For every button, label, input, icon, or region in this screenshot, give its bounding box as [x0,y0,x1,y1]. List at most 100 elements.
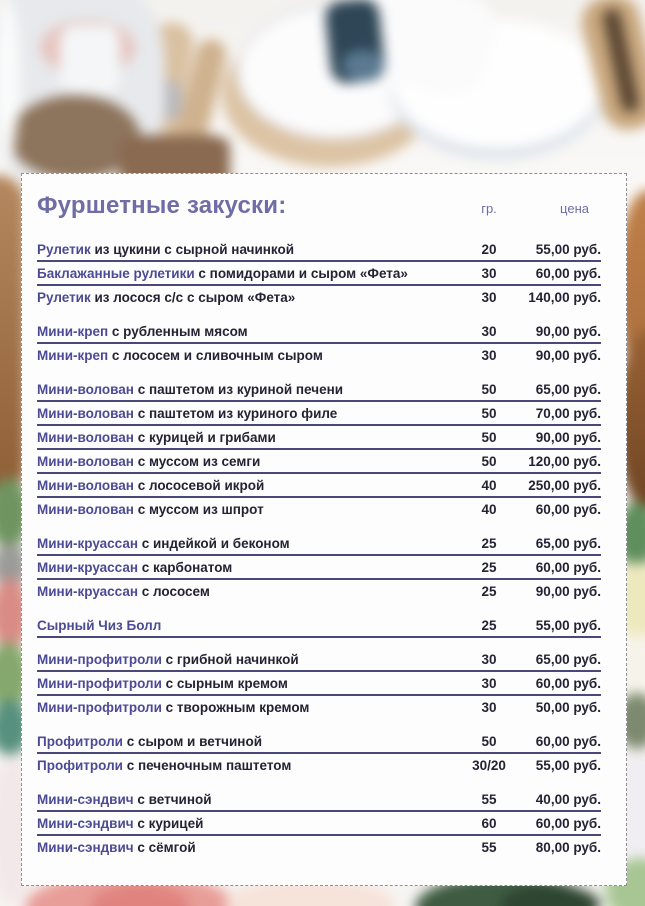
menu-item-row: Мини-круассан с индейкой и беконом 25 65… [37,532,601,556]
item-price: 250,00 руб. [528,477,601,493]
item-name: Сырный Чиз Болл [37,618,464,633]
item-name: Профитроли с сыром и ветчиной [37,734,464,749]
menu-item-row: Мини-сэндвич с ветчиной 55 40,00 руб. [37,788,601,812]
item-name: Мини-круассан с карбонатом [37,560,464,575]
item-price: 65,00 руб. [535,651,601,667]
item-qty: 25 [481,583,497,599]
item-price: 60,00 руб. [535,501,601,517]
menu-item-row: Профитроли с сыром и ветчиной 50 60,00 р… [37,730,601,754]
item-name-accent: Мини-волован [37,453,134,469]
item-name: Мини-сэндвич с сёмгой [37,840,464,855]
menu-item-row: Сырный Чиз Болл 25 55,00 руб. [37,614,601,638]
item-qty: 50 [481,381,497,397]
item-name: Профитроли с печеночным паштетом [37,758,464,773]
item-qty: 30 [481,323,497,339]
card-header: Фуршетные закуски: гр. цена [37,192,601,230]
menu-item-row: Мини-сэндвич с сёмгой 55 80,00 руб. [37,836,601,860]
item-name: Мини-круассан с индейкой и беконом [37,536,464,551]
item-price: 120,00 руб. [528,453,601,469]
item-name-accent: Мини-профитроли [37,675,162,691]
item-name: Мини-сэндвич с курицей [37,816,464,831]
item-name-accent: Мини-круассан [37,535,138,551]
menu-card: Фуршетные закуски: гр. цена Рулетик из ц… [21,173,627,886]
item-name-accent: Мини-сэндвич [37,815,134,831]
item-qty: 25 [481,617,497,633]
item-name-accent: Мини-профитроли [37,699,162,715]
item-name-accent: Мини-круассан [37,583,138,599]
item-name-accent: Сырный Чиз Болл [37,617,162,633]
item-price: 55,00 руб. [535,617,601,633]
item-name-accent: Рулетик [37,289,91,305]
item-price: 60,00 руб. [535,733,601,749]
item-name: Мини-круассан с лососем [37,584,464,599]
item-qty: 50 [481,733,497,749]
menu-item-row: Мини-круассан с карбонатом 25 60,00 руб. [37,556,601,580]
item-qty: 30 [481,675,497,691]
item-price: 60,00 руб. [535,675,601,691]
photo-navy-decor-light [342,50,384,80]
item-name-rest: с курицей [133,815,204,831]
menu-item-row: Мини-креп с рубленным мясом 30 90,00 руб… [37,320,601,344]
item-qty: 55 [481,791,497,807]
item-name-accent: Мини-волован [37,381,134,397]
menu-group: Мини-волован с паштетом из куриной печен… [37,378,601,522]
item-name: Рулетик из цукини с сырной начинкой [37,242,464,257]
menu-item-row: Профитроли с печеночным паштетом 30/20 5… [37,754,601,778]
item-name: Баклажанные рулетики с помидорами и сыро… [37,266,464,281]
item-qty: 25 [481,559,497,575]
menu-group: Мини-круассан с индейкой и беконом 25 65… [37,532,601,604]
item-price: 55,00 руб. [535,241,601,257]
item-name: Мини-волован с муссом из шпрот [37,502,464,517]
item-name-rest: с муссом из шпрот [133,501,264,517]
item-qty: 30 [481,651,497,667]
item-name-rest: с рубленным мясом [108,323,248,339]
photo-glass-drink [10,95,140,180]
item-price: 60,00 руб. [535,815,601,831]
item-price: 60,00 руб. [535,559,601,575]
item-price: 55,00 руб. [535,757,601,773]
menu-item-row: Мини-профитроли с творожным кремом 30 50… [37,696,601,720]
item-qty: 30 [481,699,497,715]
item-price: 70,00 руб. [535,405,601,421]
item-name-rest: из лосося с/с с сыром «Фета» [90,289,296,305]
item-name-accent: Мини-сэндвич [37,839,134,855]
photo-glass-highlight [0,0,20,160]
item-name-accent: Мини-волован [37,477,134,493]
photo-spoon [160,80,182,120]
menu-item-row: Мини-профитроли с грибной начинкой 30 65… [37,648,601,672]
item-name-rest: с сёмгой [133,839,196,855]
item-name-rest: с паштетом из куриной печени [133,381,344,397]
item-qty: 60 [481,815,497,831]
menu-item-row: Рулетик из лосося с/с с сыром «Фета» 30 … [37,286,601,310]
item-name-accent: Мини-сэндвич [37,791,134,807]
item-name: Мини-профитроли с сырным кремом [37,676,464,691]
menu-group: Профитроли с сыром и ветчиной 50 60,00 р… [37,730,601,778]
item-price: 90,00 руб. [535,323,601,339]
item-name: Мини-профитроли с творожным кремом [37,700,464,715]
menu-group: Мини-сэндвич с ветчиной 55 40,00 руб. Ми… [37,788,601,860]
photo-glass-ice [60,25,120,95]
menu-item-row: Мини-профитроли с сырным кремом 30 60,00… [37,672,601,696]
item-name-accent: Мини-круассан [37,559,138,575]
item-name-rest: с паштетом из куриного филе [133,405,338,421]
item-name-rest: с лососем и сливочным сыром [108,347,323,363]
menu-item-row: Мини-волован с курицей и грибами 50 90,0… [37,426,601,450]
item-name-rest: с печеночным паштетом [122,757,292,773]
item-price: 90,00 руб. [535,347,601,363]
item-price: 40,00 руб. [535,791,601,807]
item-name-rest: из цукини с сырной начинкой [90,241,295,257]
item-price: 50,00 руб. [535,699,601,715]
item-name-rest: с сыром и ветчиной [122,733,263,749]
item-price: 140,00 руб. [528,289,601,305]
item-name: Мини-волован с паштетом из куриной печен… [37,382,464,397]
menu-group: Мини-профитроли с грибной начинкой 30 65… [37,648,601,720]
item-name: Мини-креп с лососем и сливочным сыром [37,348,464,363]
menu-item-row: Мини-волован с паштетом из куриной печен… [37,378,601,402]
item-qty: 30 [481,347,497,363]
item-price: 60,00 руб. [535,265,601,281]
item-qty: 50 [481,405,497,421]
menu-groups: Рулетик из цукини с сырной начинкой 20 5… [37,238,601,860]
item-name-accent: Баклажанные рулетики [37,265,195,281]
item-name-rest: с сырным кремом [161,675,288,691]
item-price: 80,00 руб. [535,839,601,855]
